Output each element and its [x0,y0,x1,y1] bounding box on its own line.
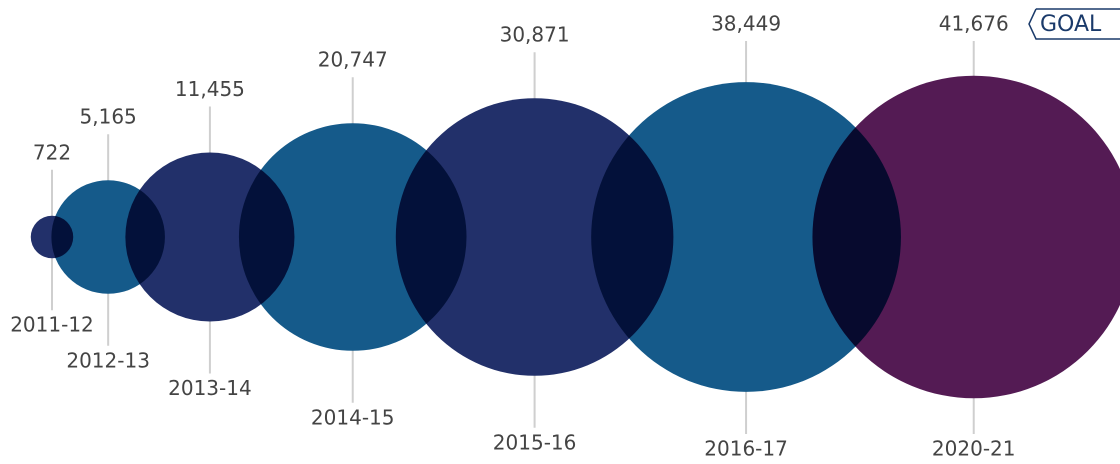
bubble [812,75,1120,399]
goal-frame [1028,8,1120,40]
category-label: 2016-17 [704,437,788,461]
value-label: 41,676 [939,12,1009,36]
bubble [395,98,674,376]
category-label: 2015-16 [493,430,577,454]
value-label: 38,449 [711,12,781,36]
bubbles [30,75,1120,399]
category-label: 2020-21 [932,437,1016,461]
labels: 722 2011-12 5,165 2012-13 11,455 2013-14 20,74… [10,12,1015,461]
goal-badge: GOAL [1028,8,1120,40]
value-label: 30,871 [500,23,570,47]
bubble [591,82,901,392]
category-label: 2012-13 [66,348,150,372]
value-label: 5,165 [80,105,137,129]
value-label: 20,747 [318,48,388,72]
goal-label: GOAL [1040,12,1102,37]
value-label: 11,455 [175,77,245,101]
category-label: 2013-14 [168,376,252,400]
value-label: 722 [33,140,71,164]
category-label: 2011-12 [10,313,94,337]
category-label: 2014-15 [311,405,395,429]
